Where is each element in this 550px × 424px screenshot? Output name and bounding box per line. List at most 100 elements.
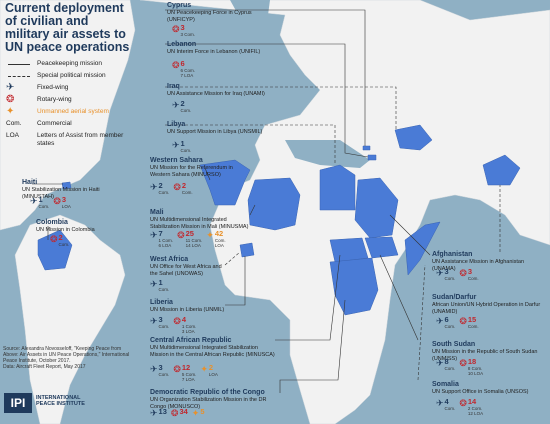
legend-loa-label: Letters of Assist from member states [37,132,124,147]
helicopter-icon: ❂ [172,60,180,70]
rw-count: 34 [179,407,188,416]
leader-car [275,254,341,341]
asset-fw: ✈ 8 Com. [436,358,455,376]
asset-fw: ✈ 7 1 Com. 6 LOA [150,229,173,249]
asset-fw: ✈ 3 Com. [150,364,169,382]
helicopter-icon: ❂ [459,316,467,326]
fw-sub: Com. [158,287,170,292]
assets-south-sudan: ✈ 8 Com. ❂ 18 8 Com. 10 LOA [436,358,483,377]
mission-desc: UN Peacekeeping Force in Cyprus (UNFICYP… [167,10,252,23]
fw-sub: Com. [158,372,170,377]
logo-abbr: IPI [4,393,32,413]
mission-name: Iraq [167,83,180,90]
country-haiti [61,181,72,190]
mission-name: Liberia [150,299,173,306]
fw-count: 8 [444,357,449,366]
uas-count: 42 [214,229,224,238]
plane-icon: ✈ [150,364,158,374]
helicopter-icon: ❂ [170,408,179,418]
country-somalia [404,221,441,276]
data-text: Aircraft Fleet Report, May 2017 [16,364,86,370]
label-westafrica: West Africa UN Office for West Africa an… [150,255,230,277]
asset-rw: ❂ 3 Com. [459,268,479,282]
source-text: Alexandra Novosseloff, "Keeping Peace fr… [3,346,130,364]
label-cyprus: Cyprus UN Peacekeeping Force in Cyprus (… [167,1,277,23]
fw-sub: Com. [158,190,170,195]
fw-sub: Com. [444,366,456,371]
label-wsahara: Western Sahara UN Mission for the Refere… [150,156,240,178]
asset-rw: ❂ 25 11 Com. 14 LOA [177,230,202,249]
mission-name: Western Sahara [150,157,203,164]
assets-cyprus: ❂ 3 3 Com. [172,24,195,38]
leader-lebanon [165,43,369,158]
helicopter-icon: ❂ [172,24,180,34]
assets-lebanon: ❂ 6 6 Com. 7 LOA [172,59,195,79]
fw-sub: Com. [38,204,50,209]
legend-peacekeeping: Peacekeeping mission [5,58,137,70]
rw-sub: Com. [467,276,479,281]
assets-afghanistan: ✈ 3 Com. ❂ 3 Com. [436,268,479,282]
asset-fw: ✈ 4 Com. [436,398,455,416]
mission-name: Libya [167,121,186,128]
drone-icon: ✦ [191,408,200,418]
leader-libya [165,124,336,165]
sea-north [230,0,270,22]
data-label: Data: [3,364,15,370]
map-title: Current deployment of civilian and milit… [5,1,130,54]
mission-desc: UN Interim Force in Lebanon (UNIFIL) [167,49,261,55]
helicopter-icon: ❂ [53,196,61,206]
rw-count: 6 [180,59,185,68]
plane-icon: ✈ [150,230,158,240]
helicopter-icon: ❂ [177,230,185,240]
rw-sub: LOA [61,204,71,209]
solid-line-icon [6,58,34,70]
helicopter-icon: ❂ [173,364,181,374]
helicopter-icon: ❂ [6,94,15,105]
legend-com-label: Commercial [37,120,72,127]
legend-rotary-wing: ❂ Rotary-wing [5,94,137,106]
mission-name: Colombia [36,219,68,226]
mission-desc: UN Stabilization Mission in Haiti (MINUS… [22,187,100,200]
drone-icon: ✦ [6,106,15,117]
asset-rw: ❂ 4 1 Com. 3 LOA [173,316,196,335]
logo-name: INTERNATIONAL PEACE INSTITUTE [36,395,85,408]
helicopter-icon: ❂ [173,316,181,326]
leader-mali [249,204,256,216]
africa-eurasia-land [139,0,550,424]
leader-westafrica [224,251,241,266]
country-libya [319,164,356,211]
country-iraq [394,124,433,151]
mission-name: Central African Republic [150,337,232,344]
fw-sub: Com. [180,108,192,113]
legend-fixed-wing: ✈ Fixed-wing [5,82,137,94]
mission-desc: UN Mission in Liberia (UNMIL) [150,307,225,313]
leader-somalia [417,264,426,381]
fw-count: 13 [158,407,167,416]
country-afghanistan [482,154,521,186]
country-wsahara-morocco [199,159,251,206]
label-colombia: Colombia UN Mission in Colombia [36,218,126,234]
assets-car: ✈ 3 Com. ❂ 12 5 Com. 7 LOA ✦ 2 LOA [150,364,218,383]
uas-sub: Com. LOA [214,238,226,248]
mission-desc: UN Support Mission in Libya (UNSMIL) [167,129,263,135]
asset-fw: ✈ 3 Com. [150,316,169,334]
fw-sub: Com. [158,324,170,329]
leader-iraq [165,86,397,130]
country-cyprus [362,145,371,151]
leader-liberia [225,256,246,306]
fw-count: 7 [158,229,163,238]
rw-sub: 2 Com. 12 LOA [467,406,484,416]
mission-desc: African Union/UN Hybrid Operation in Dar… [432,302,541,315]
legend-rotary-wing-label: Rotary-wing [37,96,72,103]
mission-name: Haiti [22,179,38,186]
legend-com-abbr: Com. [6,120,22,127]
assets-wsahara: ✈ 2 Com. ❂ 2 Com. [150,182,193,196]
plane-icon: ✈ [30,196,38,206]
mission-countries [37,124,521,316]
rw-sub: Com. [181,190,193,195]
assets-westafrica: ✈ 1 Com. [150,279,170,293]
mission-name: West Africa [150,256,189,263]
plane-icon: ✈ [436,398,444,408]
fw-count: 1 [38,195,43,204]
asset-uas: ✦ 42 Com. LOA [206,229,226,249]
